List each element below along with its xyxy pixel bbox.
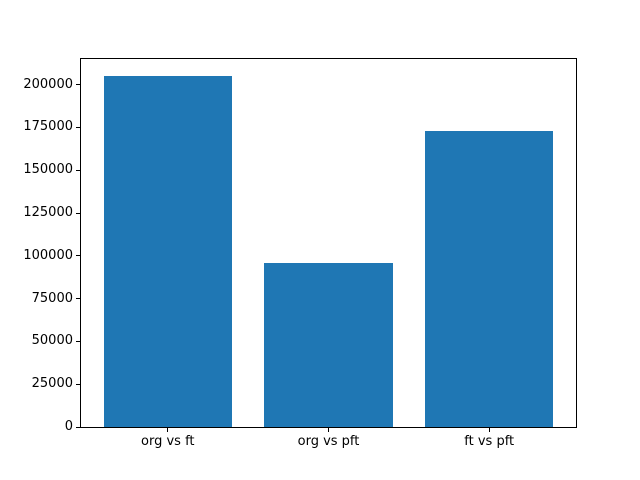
y-tick-mark: [76, 255, 80, 257]
y-tick-mark: [76, 298, 80, 300]
y-tick-label: 0: [64, 419, 73, 434]
y-tick-label: 150000: [23, 162, 73, 178]
y-tick-label: 25000: [31, 376, 73, 392]
x-tick-mark: [167, 428, 169, 432]
y-tick-label: 50000: [31, 333, 73, 349]
y-tick-mark: [76, 383, 80, 385]
x-tick-label: org vs pft: [297, 434, 360, 449]
y-tick-mark: [76, 84, 80, 86]
y-tick-mark: [76, 426, 80, 428]
bar-org-vs-ft: [103, 76, 233, 427]
bar-org-vs-pft: [264, 262, 393, 427]
y-tick-label: 100000: [23, 247, 73, 263]
y-tick-label: 175000: [23, 119, 73, 135]
y-tick-mark: [76, 340, 80, 342]
bar-ft-vs-pft: [424, 130, 554, 427]
y-tick-mark: [76, 212, 80, 214]
y-tick-mark: [76, 126, 80, 128]
x-tick-mark: [488, 428, 490, 432]
x-tick-label: ft vs pft: [464, 434, 515, 449]
plot-area: 0 25000 50000 75000 100000 125000 150000 175000…: [23, 58, 577, 449]
y-tick-label: 125000: [23, 205, 73, 221]
y-tick-mark: [76, 169, 80, 171]
x-tick-label: org vs ft: [141, 434, 195, 449]
y-tick-label: 200000: [23, 76, 73, 92]
x-tick-mark: [328, 428, 329, 432]
y-tick-label: 75000: [31, 290, 73, 306]
